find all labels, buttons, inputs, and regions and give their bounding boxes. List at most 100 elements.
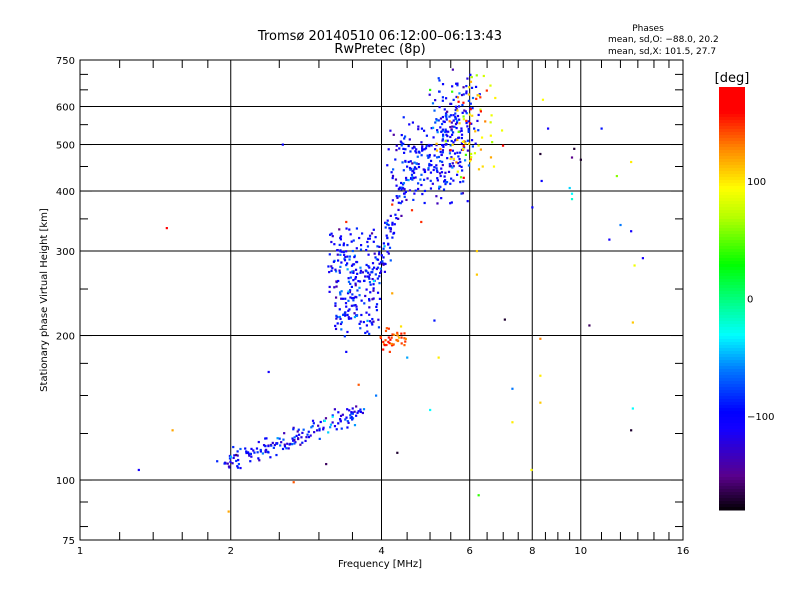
- data-point: [340, 427, 343, 430]
- data-point: [291, 443, 294, 446]
- data-point: [403, 137, 406, 140]
- data-point: [443, 120, 446, 124]
- data-point: [366, 275, 369, 278]
- data-point: [426, 154, 429, 157]
- data-point: [399, 325, 403, 328]
- data-point: [331, 415, 334, 418]
- colorbar-segment: [719, 141, 745, 145]
- data-point: [428, 93, 431, 96]
- data-point: [328, 253, 331, 256]
- data-point: [342, 250, 345, 254]
- data-point: [370, 321, 373, 324]
- data-point: [459, 180, 462, 184]
- data-point: [236, 466, 240, 469]
- data-point: [456, 82, 459, 85]
- data-point: [420, 141, 423, 144]
- data-point: [425, 134, 428, 137]
- data-point: [479, 110, 483, 113]
- data-point: [340, 328, 343, 331]
- data-point: [373, 252, 376, 255]
- data-point: [462, 115, 465, 118]
- data-point: [362, 408, 366, 411]
- data-point: [359, 408, 362, 411]
- data-point: [430, 164, 433, 167]
- data-point: [445, 143, 448, 146]
- data-point: [391, 174, 395, 178]
- data-point: [489, 121, 492, 124]
- data-point: [339, 317, 342, 321]
- data-point: [253, 451, 256, 454]
- colorbar-segment: [719, 447, 745, 451]
- data-point: [501, 144, 505, 147]
- data-point: [631, 321, 634, 324]
- data-point: [368, 266, 371, 269]
- data-point: [458, 92, 461, 95]
- colorbar-segment: [719, 486, 745, 490]
- colorbar-segment: [719, 132, 745, 136]
- data-point: [336, 253, 339, 256]
- data-point: [455, 107, 458, 110]
- data-point: [359, 248, 363, 251]
- data-point: [400, 332, 403, 335]
- colorbar-segment: [719, 309, 745, 313]
- data-point: [570, 198, 574, 201]
- data-point: [474, 142, 477, 145]
- data-point: [452, 165, 455, 168]
- data-point: [539, 337, 542, 340]
- data-point: [338, 271, 341, 274]
- data-point: [297, 433, 301, 436]
- data-point: [348, 308, 351, 311]
- colorbar-segment: [719, 180, 745, 184]
- data-point: [235, 453, 238, 457]
- data-point: [363, 279, 366, 282]
- data-point: [278, 437, 281, 440]
- data-point: [288, 443, 291, 446]
- data-point: [386, 250, 389, 253]
- data-point: [400, 141, 403, 144]
- data-point: [330, 232, 333, 235]
- data-point: [350, 285, 353, 289]
- colorbar: 100 0 −100: [719, 87, 774, 511]
- data-point: [249, 452, 252, 455]
- colorbar-segment: [719, 369, 745, 373]
- data-point: [406, 356, 409, 359]
- data-point: [250, 455, 253, 458]
- colorbar-segment: [719, 300, 745, 304]
- data-point: [403, 332, 406, 335]
- data-point: [396, 451, 399, 454]
- data-point: [440, 153, 443, 157]
- data-point: [345, 263, 348, 267]
- colorbar-segment: [719, 501, 745, 505]
- data-point: [435, 142, 438, 145]
- data-point: [455, 126, 458, 130]
- data-point: [448, 165, 451, 168]
- colorbar-segment: [719, 282, 745, 286]
- data-point: [249, 460, 252, 463]
- data-point: [420, 154, 423, 157]
- data-point: [378, 245, 381, 248]
- data-point: [273, 443, 276, 447]
- data-point: [439, 160, 442, 163]
- data-point: [403, 188, 406, 191]
- data-point: [368, 332, 371, 336]
- data-point: [323, 419, 326, 423]
- data-point: [460, 165, 463, 169]
- data-point: [445, 133, 448, 136]
- data-point: [492, 165, 496, 168]
- data-point: [385, 234, 388, 237]
- data-point: [401, 183, 405, 186]
- data-point: [318, 427, 321, 430]
- data-point: [380, 254, 383, 257]
- data-point: [346, 255, 349, 258]
- data-point: [423, 189, 427, 193]
- data-point: [350, 297, 354, 300]
- data-point: [318, 429, 321, 432]
- data-point: [460, 133, 464, 136]
- data-point: [475, 97, 478, 100]
- colorbar-segment: [719, 396, 745, 400]
- data-point: [433, 319, 436, 322]
- data-point: [448, 120, 451, 123]
- data-point: [301, 441, 304, 444]
- colorbar-segment: [719, 342, 745, 346]
- colorbar-segment: [719, 393, 745, 397]
